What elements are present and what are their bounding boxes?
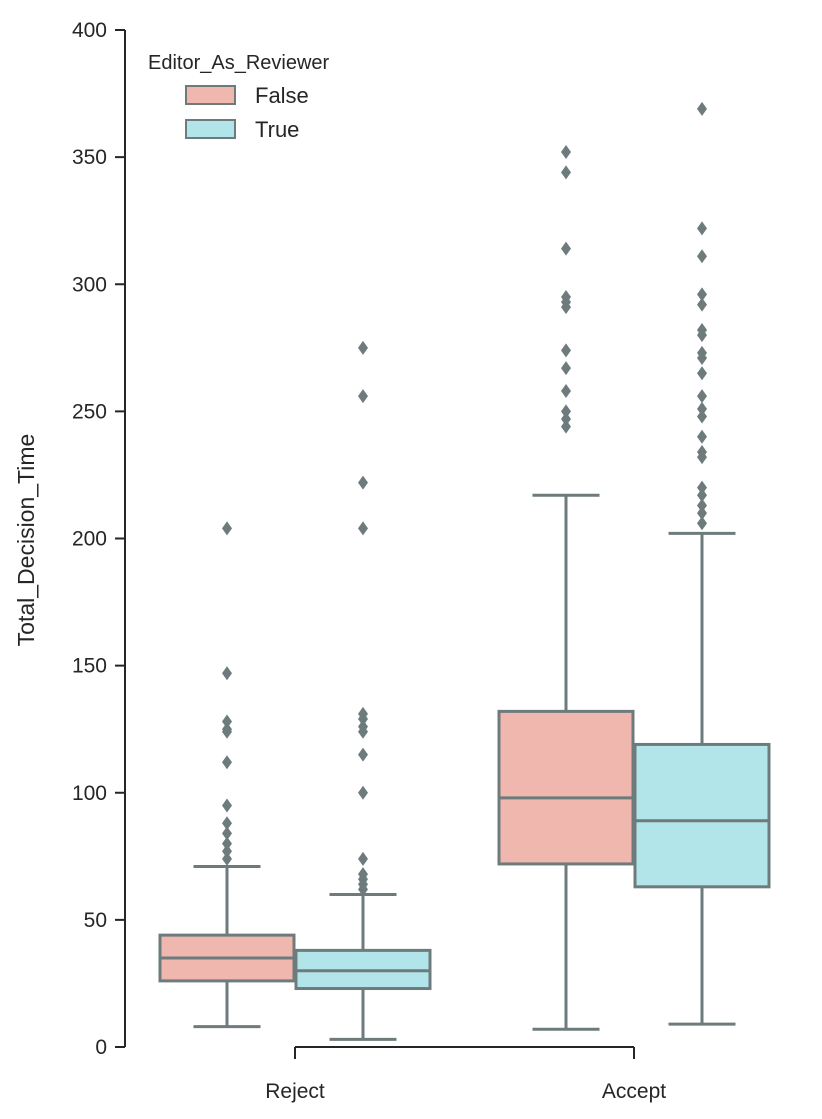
y-tick-label: 250 bbox=[72, 400, 107, 423]
legend-swatch-true bbox=[185, 119, 236, 139]
x-axis: Reject Accept bbox=[265, 1046, 666, 1103]
outlier-point bbox=[222, 826, 232, 841]
outlier-point bbox=[561, 384, 571, 399]
outlier-point bbox=[222, 844, 232, 859]
y-axis-title: Total_Decision_Time bbox=[13, 434, 39, 647]
outlier-point bbox=[222, 521, 232, 536]
outlier-point bbox=[561, 404, 571, 419]
outlier-point bbox=[561, 343, 571, 358]
outlier-point bbox=[697, 101, 707, 116]
outlier-point bbox=[222, 798, 232, 813]
outlier-point bbox=[358, 747, 368, 762]
outlier-point bbox=[561, 145, 571, 160]
outlier-point bbox=[561, 241, 571, 256]
outlier-point bbox=[697, 429, 707, 444]
outlier-point bbox=[358, 706, 368, 721]
y-tick-label: 150 bbox=[72, 655, 107, 678]
outlier-point bbox=[561, 361, 571, 376]
box-false-accept bbox=[497, 145, 635, 1031]
outlier-point bbox=[697, 498, 707, 513]
outlier-point bbox=[697, 516, 707, 531]
plot-area bbox=[158, 101, 771, 1041]
legend: Editor_As_Reviewer False True bbox=[148, 52, 330, 142]
legend-title: Editor_As_Reviewer bbox=[148, 52, 330, 74]
box-false-reject bbox=[158, 521, 296, 1029]
outlier-point bbox=[697, 409, 707, 424]
box-iqr bbox=[633, 742, 771, 889]
box-iqr bbox=[497, 709, 635, 866]
outlier-point bbox=[358, 719, 368, 734]
outlier-point bbox=[697, 221, 707, 236]
outlier-point bbox=[697, 401, 707, 416]
y-tick-label: 300 bbox=[72, 273, 107, 296]
outlier-point bbox=[697, 488, 707, 503]
y-tick-label: 50 bbox=[84, 909, 107, 932]
outlier-point bbox=[358, 475, 368, 490]
outlier-point bbox=[697, 297, 707, 312]
outlier-point bbox=[358, 389, 368, 404]
x-tick-label: Reject bbox=[265, 1080, 325, 1103]
outlier-point bbox=[561, 419, 571, 434]
box-true-reject bbox=[294, 340, 432, 1041]
outlier-point bbox=[358, 340, 368, 355]
outlier-point bbox=[358, 521, 368, 536]
outlier-point bbox=[222, 714, 232, 729]
outlier-point bbox=[358, 851, 368, 866]
y-tick-label: 200 bbox=[72, 528, 107, 551]
outlier-point bbox=[697, 445, 707, 460]
outlier-point bbox=[358, 867, 368, 882]
outlier-point bbox=[222, 666, 232, 681]
outlier-point bbox=[697, 366, 707, 381]
y-tick-label: 350 bbox=[72, 146, 107, 169]
outlier-point bbox=[697, 480, 707, 495]
legend-swatch-false bbox=[185, 85, 236, 105]
outlier-point bbox=[222, 816, 232, 831]
outlier-point bbox=[697, 287, 707, 302]
outlier-point bbox=[697, 249, 707, 264]
outlier-point bbox=[697, 389, 707, 404]
outlier-point bbox=[697, 506, 707, 521]
outlier-point bbox=[222, 851, 232, 866]
y-tick-label: 100 bbox=[72, 782, 107, 805]
y-tick-label: 400 bbox=[72, 19, 107, 42]
outlier-point bbox=[697, 345, 707, 360]
y-tick-label: 0 bbox=[95, 1036, 107, 1059]
outlier-point bbox=[358, 785, 368, 800]
outlier-point bbox=[222, 836, 232, 851]
outlier-point bbox=[697, 323, 707, 338]
outlier-point bbox=[222, 755, 232, 770]
outlier-point bbox=[561, 412, 571, 427]
legend-label-true: True bbox=[255, 117, 299, 142]
y-axis: 0 50 100 150 200 250 300 350 400 bbox=[72, 19, 126, 1059]
outlier-point bbox=[222, 722, 232, 737]
x-tick-label: Accept bbox=[602, 1080, 666, 1103]
outlier-point bbox=[561, 289, 571, 304]
box-true-accept bbox=[633, 101, 771, 1026]
legend-label-false: False bbox=[255, 83, 309, 108]
outlier-point bbox=[561, 165, 571, 180]
